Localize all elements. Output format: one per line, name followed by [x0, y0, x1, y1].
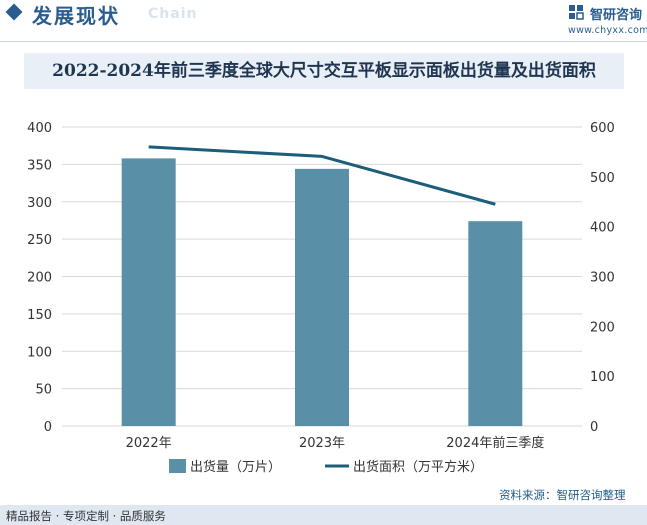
y-right-tick-label: 400: [590, 221, 615, 236]
y-left-tick-label: 0: [44, 420, 52, 435]
legend-bar-swatch: [169, 459, 186, 473]
y-right-tick-label: 100: [590, 370, 615, 385]
x-tick-label: 2022年: [126, 436, 172, 451]
y-right-tick-label: 600: [590, 121, 615, 136]
y-right-tick-label: 0: [590, 420, 598, 435]
y-left-tick-label: 150: [27, 308, 52, 323]
source-note: 资料来源：智研咨询整理: [499, 488, 626, 502]
header-bar: 发展现状 Chain 智研咨询 www.chyxx.com: [0, 0, 647, 40]
chart-title: 2022-2024年前三季度全球大尺寸交互平板显示面板出货量及出货面积: [52, 61, 596, 81]
bar: [468, 221, 523, 426]
bar: [121, 158, 176, 426]
footer-slogan: 精品报告 · 专项定制 · 品质服务: [6, 509, 166, 523]
x-tick-label: 2024年前三季度: [446, 435, 544, 451]
legend-bar-label: 出货量（万片）: [190, 459, 281, 475]
legend-line-label: 出货面积（万平方米）: [353, 459, 483, 475]
brand-url: www.chyxx.com: [568, 25, 647, 36]
y-left-tick-label: 100: [27, 345, 52, 360]
y-left-tick-label: 300: [27, 196, 52, 211]
y-left-tick-label: 350: [27, 158, 52, 173]
header-divider: [0, 41, 647, 42]
footer-band: 精品报告 · 专项定制 · 品质服务: [0, 505, 647, 525]
section-title: 发展现状: [32, 4, 120, 28]
combo-chart: 0 50 100 150 200 250 300 350 400 0 100 200 300 400 500…: [27, 121, 615, 475]
brand-name: 智研咨询: [590, 8, 643, 23]
y-left-tick-label: 200: [27, 271, 52, 286]
chart-title-band: 2022-2024年前三季度全球大尺寸交互平板显示面板出货量及出货面积: [24, 53, 624, 89]
y-left-tick-label: 400: [27, 121, 52, 136]
y-left-tick-label: 50: [35, 383, 52, 398]
y-right-tick-label: 300: [590, 271, 615, 286]
y-right-tick-label: 200: [590, 320, 615, 335]
x-tick-label: 2023年: [299, 436, 345, 451]
y-left-tick-label: 250: [27, 233, 52, 248]
header-watermark: Chain: [148, 6, 198, 22]
brand-logo-icon: [569, 5, 584, 20]
bar: [295, 168, 349, 427]
y-right-tick-label: 500: [590, 171, 615, 186]
